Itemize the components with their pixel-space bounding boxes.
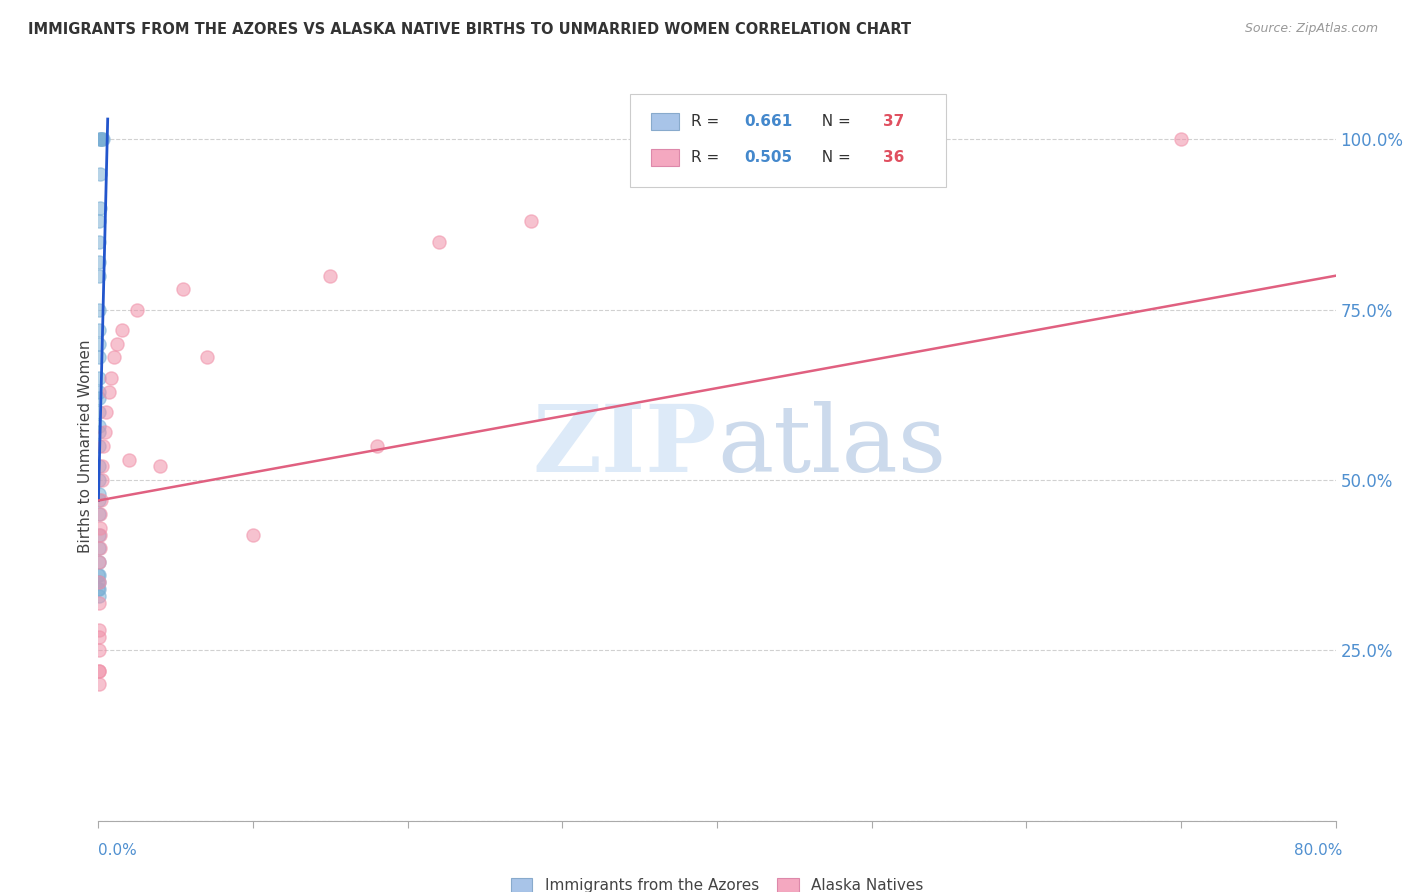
Point [87, 589, 110, 603]
Point [87, 541, 110, 556]
Point [87, 568, 110, 582]
Point [87, 664, 110, 678]
Text: IMMIGRANTS FROM THE AZORES VS ALASKA NATIVE BIRTHS TO UNMARRIED WOMEN CORRELATIO: IMMIGRANTS FROM THE AZORES VS ALASKA NAT… [28, 22, 911, 37]
Point [89, 541, 111, 556]
Point [87, 582, 110, 596]
Point [87, 439, 110, 453]
Bar [651, 113, 679, 130]
Point [87, 425, 110, 440]
Point [89, 507, 111, 521]
Point [87, 384, 110, 399]
Point [89, 214, 111, 228]
Point [195, 351, 218, 365]
Point [103, 351, 125, 365]
Text: 80.0%: 80.0% [1295, 843, 1343, 858]
Point [89, 575, 111, 590]
Point [91, 439, 114, 453]
Point [87, 555, 110, 569]
Point [706, 167, 728, 181]
Point [100, 371, 122, 385]
Point [149, 459, 172, 474]
Point [87, 493, 110, 508]
Text: N =: N = [813, 150, 856, 165]
Point [90, 132, 112, 146]
Point [90, 493, 112, 508]
Point [366, 439, 388, 453]
Text: 0.661: 0.661 [744, 114, 793, 129]
Point [87, 302, 110, 317]
Point [98, 384, 121, 399]
Text: N =: N = [813, 114, 856, 129]
Point [89, 201, 111, 215]
Point [87, 392, 110, 406]
Point [89, 555, 111, 569]
Point [87, 323, 110, 337]
Point [127, 302, 149, 317]
Point [319, 268, 342, 283]
Point [111, 323, 134, 337]
Text: R =: R = [692, 114, 724, 129]
Point [87, 643, 110, 657]
Point [87, 351, 110, 365]
Point [87, 575, 110, 590]
Point [90, 132, 112, 146]
Bar [651, 149, 679, 166]
Point [91, 132, 114, 146]
Point [173, 282, 195, 296]
Text: 0.505: 0.505 [744, 150, 793, 165]
Point [87, 623, 110, 637]
Point [1170, 132, 1192, 146]
Point [96, 405, 118, 419]
Point [89, 132, 111, 146]
Text: atlas: atlas [717, 401, 946, 491]
Point [87, 596, 110, 610]
Point [89, 235, 111, 249]
Point [118, 452, 141, 467]
Point [90, 473, 112, 487]
Point [87, 418, 110, 433]
Point [89, 255, 111, 269]
Point [87, 507, 110, 521]
Point [87, 527, 110, 541]
Point [105, 336, 128, 351]
Point [87, 336, 110, 351]
Point [93, 425, 115, 440]
Point [89, 521, 111, 535]
Point [91, 459, 114, 474]
Point [87, 582, 110, 596]
Text: 37: 37 [883, 114, 904, 129]
Text: 0.0%: 0.0% [98, 843, 138, 858]
FancyBboxPatch shape [630, 94, 946, 187]
Point [87, 575, 110, 590]
Text: Source: ZipAtlas.com: Source: ZipAtlas.com [1244, 22, 1378, 36]
Text: 36: 36 [883, 150, 904, 165]
Legend: Immigrants from the Azores, Alaska Natives: Immigrants from the Azores, Alaska Nativ… [505, 871, 929, 892]
Point [87, 473, 110, 487]
Point [87, 405, 110, 419]
Point [87, 664, 110, 678]
Point [87, 486, 110, 500]
Text: ZIP: ZIP [533, 401, 717, 491]
Point [87, 459, 110, 474]
Point [89, 527, 111, 541]
Point [242, 527, 264, 541]
Y-axis label: Births to Unmarried Women: Births to Unmarried Women [77, 339, 93, 553]
Point [427, 235, 450, 249]
Point [520, 214, 543, 228]
Text: R =: R = [692, 150, 724, 165]
Point [87, 677, 110, 691]
Point [89, 167, 111, 181]
Point [87, 268, 110, 283]
Point [87, 568, 110, 582]
Point [87, 630, 110, 644]
Point [87, 371, 110, 385]
Point [89, 132, 111, 146]
